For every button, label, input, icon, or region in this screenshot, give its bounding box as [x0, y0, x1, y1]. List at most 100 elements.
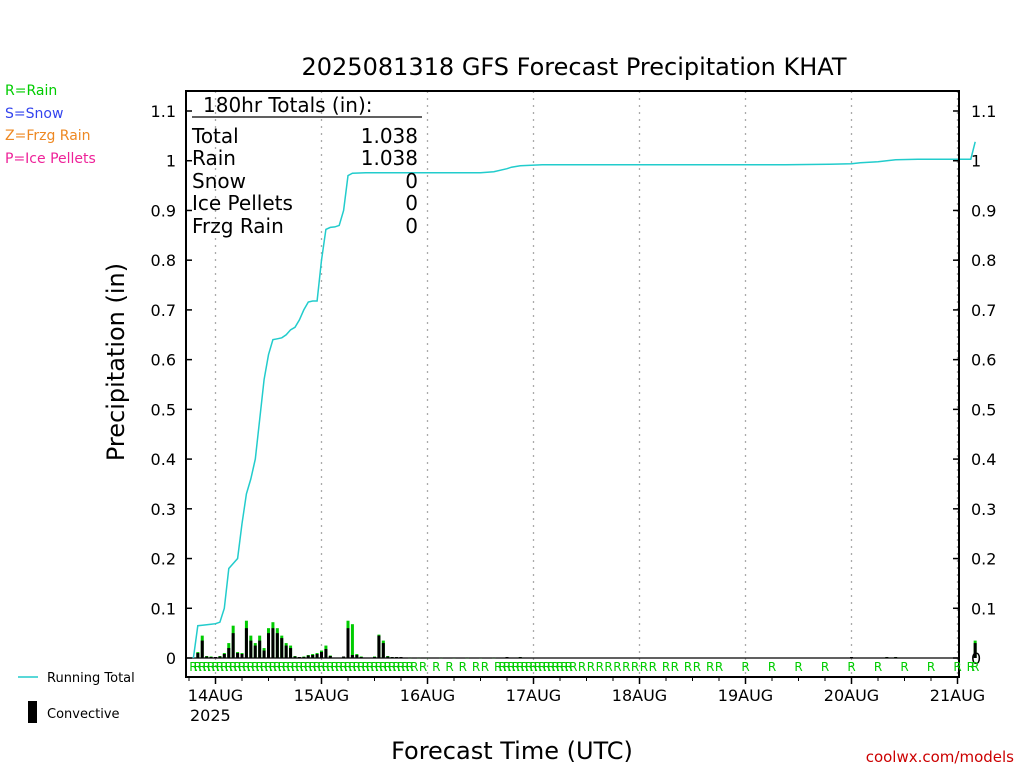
rain-type-marker: R: [198, 660, 206, 674]
totals-label-rain: Rain: [192, 146, 236, 170]
convective-bar: [271, 628, 275, 658]
y-tick-label-left: 1.1: [151, 102, 176, 121]
rain-type-marker: R: [410, 660, 418, 674]
rain-type-marker: R: [684, 660, 692, 674]
rain-type-marker: R: [631, 660, 639, 674]
series-legend: Running Total Convective: [18, 671, 135, 723]
rain-type-marker: R: [322, 660, 330, 674]
convective-bar: [328, 656, 332, 658]
rain-type-marker: R: [874, 660, 882, 674]
convective-bar: [479, 657, 482, 659]
rain-type-marker: R: [622, 660, 630, 674]
rain-type-marker: R: [706, 660, 714, 674]
rain-type-marker: R: [419, 660, 427, 674]
precip-type-legend: R=Rain S=Snow Z=Frzg Rain P=Ice Pellets: [5, 83, 96, 167]
y-tick-label-left: 0.3: [151, 500, 176, 519]
chart-title: 2025081318 GFS Forecast Precipitation KH…: [302, 53, 847, 81]
y-tick-label-left: 0.9: [151, 201, 176, 220]
rain-type-marker: R: [353, 660, 361, 674]
y-axis-label: Precipitation (in): [102, 263, 130, 461]
rain-type-marker: R: [384, 660, 392, 674]
totals-value-total: 1.038: [361, 124, 418, 148]
rain-type-marker: R: [326, 660, 334, 674]
convective-bar: [267, 633, 270, 658]
convective-bar: [417, 657, 421, 659]
rain-type-marker: R: [520, 660, 528, 674]
convective-bar: [373, 657, 376, 658]
rain-type-marker: R: [264, 660, 272, 674]
rain-type-marker: R: [260, 660, 268, 674]
y-tick-label-left: 0.5: [151, 400, 176, 419]
rain-type-marker: R: [649, 660, 657, 674]
convective-bar: [342, 656, 346, 658]
rain-type-marker: R: [662, 660, 670, 674]
rain-type-marker: R: [481, 660, 489, 674]
rain-type-marker: R: [225, 660, 233, 674]
rain-type-marker: R: [211, 660, 219, 674]
rain-type-marker: R: [498, 660, 506, 674]
rain-type-marker: R: [927, 660, 935, 674]
convective-bar: [231, 633, 235, 658]
rain-type-marker: R: [370, 660, 378, 674]
y-tick-label-right: 0.2: [971, 550, 996, 569]
rain-type-marker: R: [538, 660, 546, 674]
rain-type-marker: R: [300, 660, 308, 674]
rain-bar: [350, 624, 354, 658]
convective-bar: [289, 648, 293, 658]
rain-type-marker: R: [379, 660, 387, 674]
precip-type-markers: RRRRRRRRRRRRRRRRRRRRRRRRRRRRRRRRRRRRRRRR…: [189, 660, 979, 674]
rain-type-marker: R: [348, 660, 356, 674]
convective-swatch: [28, 701, 37, 723]
rain-type-marker: R: [238, 660, 246, 674]
rain-type-marker: R: [445, 660, 453, 674]
totals-value-rain: 1.038: [361, 146, 418, 170]
y-tick-label-right: 0.7: [971, 301, 996, 320]
convective-bar: [350, 655, 354, 658]
rain-type-marker: R: [344, 660, 352, 674]
convective-bar: [973, 643, 977, 658]
rain-type-marker: R: [560, 660, 568, 674]
convective-bar: [408, 657, 412, 659]
convective-bar: [377, 635, 381, 658]
convective-bar: [439, 657, 443, 659]
rain-type-marker: R: [375, 660, 383, 674]
rain-type-marker: R: [189, 660, 197, 674]
rain-type-marker: R: [613, 660, 621, 674]
running-total-line: [192, 141, 976, 659]
x-tick-label: 18AUG: [612, 686, 667, 705]
convective-bar: [293, 656, 297, 658]
credit-link[interactable]: coolwx.com/models: [866, 748, 1014, 766]
rain-type-marker: R: [229, 660, 237, 674]
convective-bar: [275, 633, 279, 658]
rain-type-marker: R: [551, 660, 559, 674]
rain-type-marker: R: [255, 660, 263, 674]
convective-bar: [218, 656, 222, 658]
totals-value-ice-pellets: 0: [405, 191, 418, 215]
totals-value-snow: 0: [405, 169, 418, 193]
rain-type-marker: R: [569, 660, 577, 674]
convective-bar: [399, 657, 403, 658]
rain-type-marker: R: [207, 660, 215, 674]
rain-type-marker: R: [308, 660, 316, 674]
y-tick-label-right: 0.6: [971, 351, 996, 370]
rain-type-marker: R: [317, 660, 325, 674]
x-axis-ticks: 14AUG 15AUG 16AUG 17AUG 18AUG 19AUG 20AUG 21AUG: [188, 677, 985, 705]
rain-type-marker: R: [529, 660, 537, 674]
x-tick-label: 20AUG: [824, 686, 879, 705]
convective-bar: [306, 655, 310, 658]
y-tick-label-right: 0.8: [971, 251, 996, 270]
convective-legend-label: Convective: [47, 707, 120, 722]
rain-type-marker: R: [220, 660, 228, 674]
rain-type-marker: R: [578, 660, 586, 674]
y-tick-label-right: 0.4: [971, 450, 996, 469]
y-tick-label-left: 0.2: [151, 550, 176, 569]
rain-type-marker: R: [251, 660, 259, 674]
rain-type-marker: R: [459, 660, 467, 674]
y-axis-ticks: 0 00.1 0.10.2 0.20.3 0.30.4 0.40.5 0.50.6 0.60.…: [151, 102, 997, 668]
convective-bar: [355, 655, 359, 658]
convective-bar: [518, 657, 522, 658]
y-tick-label-left: 1: [166, 152, 176, 171]
rain-type-marker: R: [269, 660, 277, 674]
rain-type-marker: R: [640, 660, 648, 674]
